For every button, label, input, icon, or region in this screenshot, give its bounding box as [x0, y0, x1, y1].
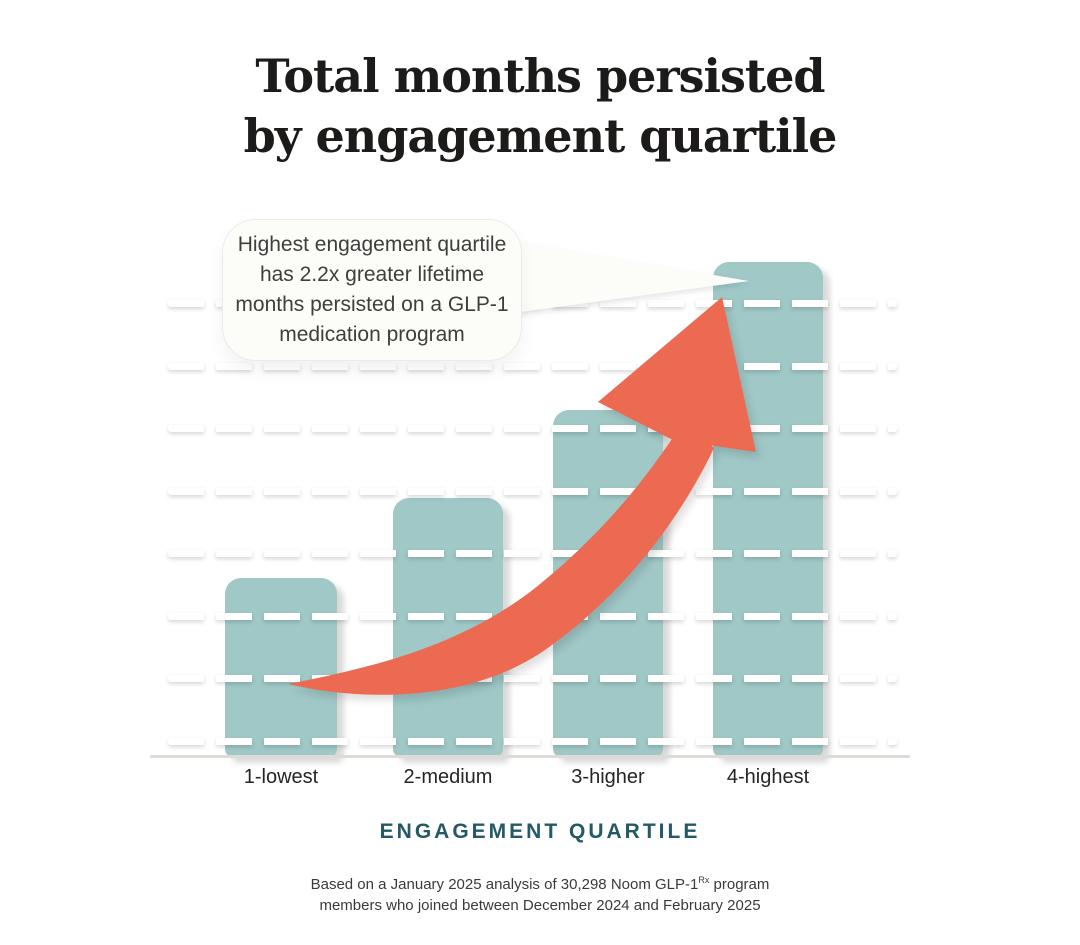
- footnote-superscript: Rx: [698, 875, 710, 885]
- x-axis-title: ENGAGEMENT QUARTILE: [379, 820, 701, 843]
- chart-title-line-2: by engagement quartile: [243, 109, 838, 163]
- x-tick-label-2: 2-medium: [403, 766, 493, 788]
- callout-text-line-2: has 2.2x greater lifetime: [259, 263, 485, 286]
- callout-text-line-1: Highest engagement quartile: [237, 233, 507, 256]
- footnote-line-2: members who joined between December 2024…: [319, 897, 761, 914]
- footnote: Based on a January 2025 analysis of 30,2…: [0, 874, 1080, 916]
- callout-text-line-4: medication program: [279, 323, 465, 346]
- x-tick-label-1: 1-lowest: [243, 766, 319, 788]
- x-tick-label-4: 4-highest: [726, 766, 810, 788]
- callout-bubble: Highest engagement quartile has 2.2x gre…: [222, 219, 522, 361]
- chart-title-line-1: Total months persisted: [255, 49, 825, 103]
- footnote-line-1: Based on a January 2025 analysis of 30,2…: [310, 875, 770, 894]
- chart-title: Total months persisted by engagement qua…: [0, 46, 1080, 166]
- x-axis-tick-labels: 1-lowest 2-medium 3-higher 4-highest: [150, 240, 910, 788]
- x-axis-baseline: [150, 755, 910, 758]
- x-tick-label-3: 3-higher: [571, 766, 645, 788]
- callout-text-line-3: months persisted on a GLP-1: [235, 293, 509, 316]
